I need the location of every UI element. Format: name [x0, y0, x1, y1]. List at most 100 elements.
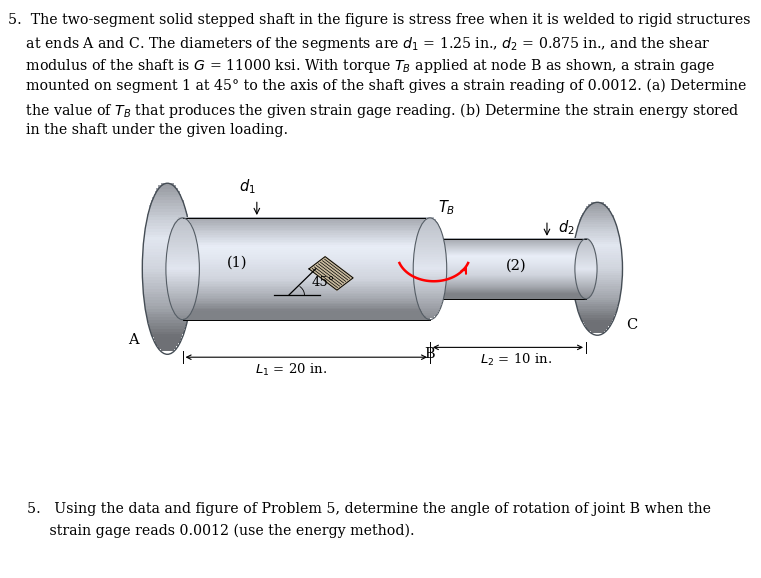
Bar: [166, 270, 199, 272]
Bar: [424, 314, 436, 316]
Bar: [574, 288, 621, 291]
Text: $T_B$: $T_B$: [438, 198, 455, 217]
Bar: [183, 243, 430, 245]
Bar: [577, 228, 618, 231]
Bar: [416, 292, 444, 294]
Bar: [414, 255, 446, 257]
Bar: [414, 279, 446, 281]
Bar: [167, 288, 198, 291]
Bar: [413, 265, 447, 267]
Bar: [183, 239, 430, 242]
Text: C: C: [626, 318, 638, 332]
Bar: [142, 262, 193, 266]
Text: at ends A and C. The diameters of the segments are $d_1$ = 1.25 in., $d_2$ = 0.8: at ends A and C. The diameters of the se…: [8, 35, 710, 53]
Bar: [414, 280, 446, 282]
Bar: [414, 253, 446, 255]
Bar: [572, 275, 622, 277]
Bar: [142, 271, 193, 275]
Bar: [421, 309, 439, 311]
Bar: [581, 314, 614, 317]
Bar: [575, 259, 597, 261]
Bar: [166, 275, 199, 277]
Bar: [582, 213, 613, 216]
Bar: [430, 278, 586, 280]
Bar: [430, 250, 586, 252]
Bar: [175, 312, 190, 314]
Bar: [575, 261, 597, 263]
Bar: [167, 251, 199, 254]
Bar: [166, 265, 199, 267]
Bar: [430, 255, 586, 257]
Bar: [151, 328, 184, 332]
Bar: [575, 276, 597, 278]
Bar: [413, 268, 447, 271]
Bar: [575, 262, 597, 264]
Bar: [413, 260, 447, 262]
Bar: [576, 279, 596, 281]
Bar: [183, 302, 430, 305]
Bar: [430, 264, 586, 266]
Bar: [183, 256, 430, 258]
Bar: [177, 219, 189, 221]
Bar: [576, 255, 596, 257]
Bar: [582, 295, 590, 297]
Bar: [577, 250, 595, 252]
Bar: [578, 224, 617, 227]
Bar: [183, 314, 430, 316]
Bar: [148, 323, 186, 326]
Bar: [145, 231, 190, 235]
Bar: [143, 283, 192, 286]
Text: A: A: [128, 333, 139, 347]
Bar: [574, 290, 621, 293]
Bar: [425, 217, 435, 220]
Bar: [430, 258, 586, 260]
Bar: [430, 283, 586, 285]
Bar: [183, 304, 430, 306]
Bar: [166, 261, 199, 264]
Bar: [575, 278, 597, 280]
Bar: [183, 229, 430, 231]
Bar: [168, 292, 197, 294]
Bar: [144, 240, 191, 243]
Bar: [183, 265, 430, 267]
Bar: [581, 240, 591, 242]
Bar: [576, 280, 596, 282]
Bar: [430, 288, 586, 290]
Bar: [169, 236, 196, 238]
Bar: [581, 293, 591, 295]
Bar: [578, 306, 617, 309]
Bar: [430, 242, 586, 244]
Bar: [414, 251, 446, 254]
Bar: [430, 261, 586, 263]
Bar: [416, 243, 444, 245]
Bar: [430, 243, 586, 244]
Bar: [183, 241, 430, 243]
Bar: [424, 219, 436, 221]
Bar: [430, 238, 586, 240]
Bar: [430, 241, 586, 243]
Bar: [581, 241, 591, 243]
Bar: [183, 244, 430, 247]
Bar: [575, 235, 619, 238]
Bar: [575, 265, 597, 267]
Bar: [146, 311, 189, 314]
Bar: [583, 297, 589, 298]
Bar: [183, 260, 430, 262]
Bar: [142, 268, 193, 272]
Polygon shape: [309, 257, 353, 290]
Bar: [149, 325, 186, 329]
Bar: [430, 284, 586, 286]
Bar: [421, 224, 439, 227]
Bar: [583, 238, 589, 240]
Bar: [422, 223, 438, 225]
Bar: [576, 253, 596, 255]
Bar: [576, 281, 596, 283]
Bar: [183, 285, 430, 287]
Bar: [183, 301, 430, 303]
Bar: [148, 211, 187, 214]
Bar: [430, 262, 586, 264]
Bar: [575, 295, 620, 298]
Bar: [183, 268, 430, 271]
Bar: [167, 281, 199, 284]
Bar: [573, 253, 622, 255]
